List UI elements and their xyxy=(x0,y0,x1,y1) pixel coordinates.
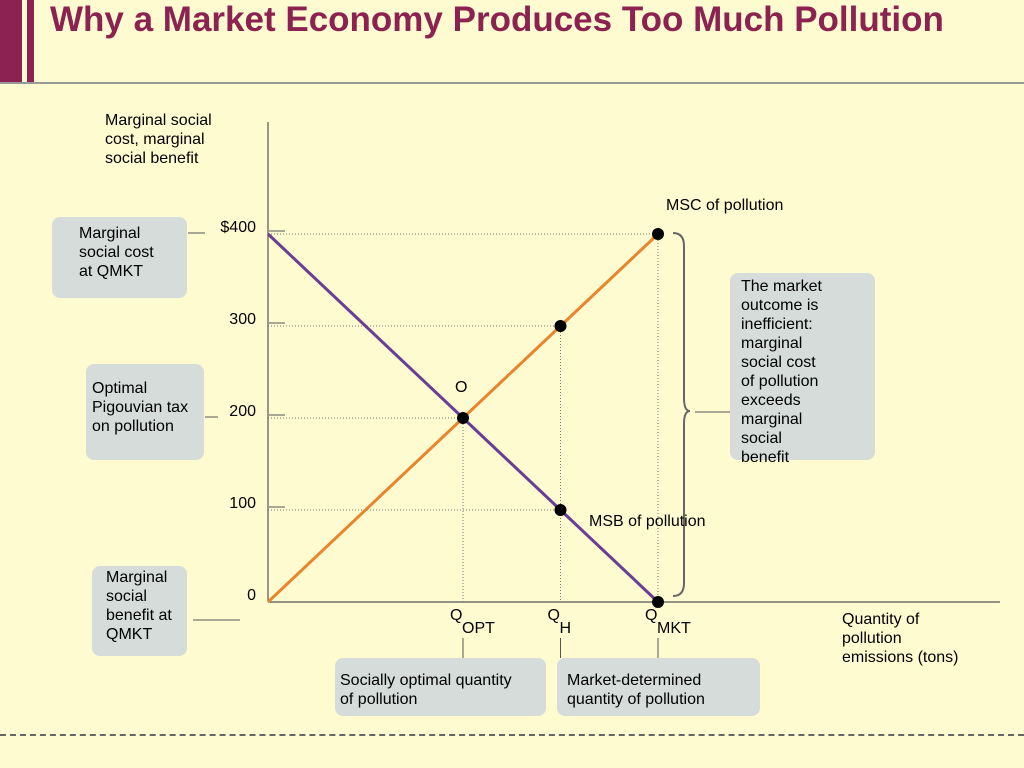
msb-at-qmkt-text: Marginal social benefit at QMKT xyxy=(106,569,172,643)
x-tick-label: Q xyxy=(645,607,657,624)
msc-series-label: MSC of pollution xyxy=(666,197,784,214)
x-tick-label: Q xyxy=(450,607,462,624)
inefficiency-brace xyxy=(672,232,691,597)
msc-line xyxy=(266,232,660,604)
msc-at-qmkt-text: Marginal social cost at QMKT xyxy=(79,225,154,280)
y-tick-label: 300 xyxy=(229,311,256,328)
title-divider xyxy=(0,82,1024,84)
msb-at-qmkt-box: Marginal social benefit at QMKT xyxy=(92,566,187,656)
inefficient-outcome-box: The market outcome is inefficient: margi… xyxy=(730,273,875,466)
socially-optimal-text: Socially optimal quantity of pollution xyxy=(340,672,512,708)
msc-at-qmkt-box: Marginal social cost at QMKT xyxy=(52,217,187,298)
page-title: Why a Market Economy Produces Too Much P… xyxy=(50,0,944,39)
y-tick-label: 200 xyxy=(229,403,256,420)
data-point xyxy=(652,228,664,240)
msb-series-label: MSB of pollution xyxy=(589,513,706,530)
title-accent-bar-thin xyxy=(27,0,34,82)
data-point xyxy=(457,412,469,424)
pigouvian-tax-box: Optimal Pigouvian tax on pollution xyxy=(86,364,204,460)
x-tick-label: Q xyxy=(548,607,560,624)
bottom-dashed-divider xyxy=(0,734,1024,736)
x-tick-subscript: OPT xyxy=(462,620,495,637)
msb-line xyxy=(266,232,660,604)
y-tick-label: 100 xyxy=(229,495,256,512)
x-tick-subscript: H xyxy=(560,620,572,637)
title-accent-bar xyxy=(0,0,22,82)
x-axis-label: Quantity of pollution emissions (tons) xyxy=(842,611,959,666)
y-tick-label: 0 xyxy=(247,587,256,604)
x-tick-subscript: MKT xyxy=(657,620,691,637)
data-point xyxy=(554,504,567,516)
socially-optimal-box: Socially optimal quantity of pollution xyxy=(335,658,546,716)
y-tick-label: $400 xyxy=(220,219,256,236)
inefficient-outcome-text: The market outcome is inefficient: margi… xyxy=(741,278,822,466)
market-determined-box: Market-determined quantity of pollution xyxy=(557,658,760,716)
y-axis-label: Marginal social cost, marginal social be… xyxy=(105,112,212,167)
data-point xyxy=(652,596,664,608)
market-determined-text: Market-determined quantity of pollution xyxy=(567,672,705,708)
data-point xyxy=(554,320,567,332)
optimum-point-label: O xyxy=(455,379,468,396)
pigouvian-tax-text: Optimal Pigouvian tax on pollution xyxy=(92,380,189,435)
